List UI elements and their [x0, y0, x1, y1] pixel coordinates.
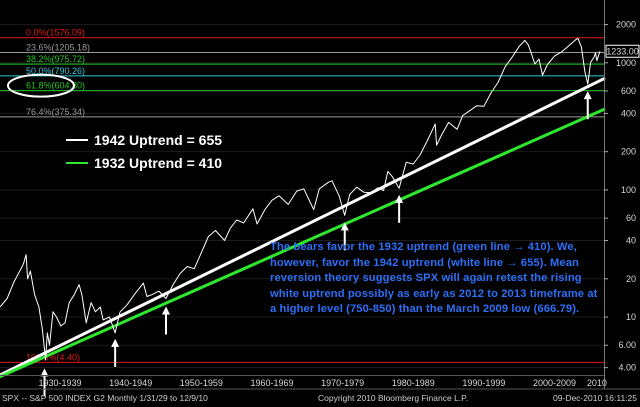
highlight-ellipse: [7, 73, 75, 98]
x-tick-label: 1970-1979: [321, 378, 364, 388]
last-price-box: [605, 44, 640, 58]
x-tick-label: 1990-1999: [462, 378, 505, 388]
footer: SPX -- S&P 500 INDEX G2 Monthly 1/31/29 …: [0, 388, 640, 403]
y-tick-label: 4.00: [618, 363, 636, 373]
price-line: [0, 37, 601, 361]
last-price-label: 1233.00: [605, 44, 640, 58]
arrow-head: [162, 306, 171, 315]
y-tick-label: 40: [626, 236, 636, 246]
legend: 1942 Uptrend = 655 1932 Uptrend = 410: [66, 132, 222, 171]
arrow-head: [111, 338, 120, 347]
x-tick-label: 1940-1949: [109, 378, 152, 388]
fib-level-label: 23.6%(1205.18): [26, 43, 90, 53]
arrow-head: [395, 194, 404, 203]
footer-left: SPX -- S&P 500 INDEX G2 Monthly 1/31/29 …: [2, 393, 208, 403]
x-tick-label: 2000-2009: [533, 378, 576, 388]
y-tick-label: 1000: [616, 58, 636, 68]
last-price-value: 1233.00: [606, 46, 639, 56]
green-uptrend-line: [0, 107, 606, 379]
y-tick-label: 600: [621, 86, 636, 96]
fib-level-label: 50.0%(790.26): [26, 66, 85, 76]
annotation-text: The bears favor the 1932 uptrend (green …: [270, 241, 598, 315]
footer-center: Copyright 2010 Bloomberg Finance L.P.: [318, 393, 468, 403]
y-tick-label: 6.00: [618, 340, 636, 350]
x-tick-label: 1980-1989: [392, 378, 435, 388]
y-axis: 2000 1000 600 400 200 100 60 40 20 10 6.00 4.00: [604, 0, 636, 389]
trendlines: [0, 77, 606, 379]
x-tick-label: 1950-1959: [180, 378, 223, 388]
footer-right: 09-Dec-2010 16:11:25: [553, 393, 637, 403]
x-tick-label: 1960-1969: [250, 378, 293, 388]
fib-level-label: 61.8%(604.80): [26, 81, 85, 91]
legend-label: 1942 Uptrend = 655: [94, 132, 222, 148]
fib-level-label: 76.4%(375.34): [26, 107, 85, 117]
y-tick-label: 2000: [616, 20, 636, 30]
price-series: [0, 37, 601, 361]
y-tick-label: 60: [626, 213, 636, 223]
y-tick-label: 100: [621, 185, 636, 195]
arrow-head: [340, 222, 349, 231]
y-tick-label: 20: [626, 274, 636, 284]
x-tick-label: 1930-1939: [39, 378, 82, 388]
x-tick-label: 2010: [587, 378, 607, 388]
fib-level-label: 100.0%(4.40): [26, 352, 80, 362]
arrow-head: [583, 91, 592, 100]
white-uptrend-line: [0, 77, 606, 377]
fib-level-label: 0.0%(1576.09): [26, 28, 85, 38]
fib-level-label: 38.2%(975.72): [26, 54, 85, 64]
y-tick-label: 10: [626, 312, 636, 322]
arrows: [40, 91, 592, 397]
legend-label: 1932 Uptrend = 410: [94, 155, 222, 171]
x-axis: 1930-1939 1940-1949 1950-1959 1960-1969 1970…: [0, 375, 607, 388]
fib-levels: 0.0%(1576.09) 23.6%(1205.18)38.2%(975.72)…: [0, 28, 604, 363]
y-tick-label: 400: [621, 108, 636, 118]
y-tick-label: 200: [621, 147, 636, 157]
arrow-head: [40, 368, 49, 377]
